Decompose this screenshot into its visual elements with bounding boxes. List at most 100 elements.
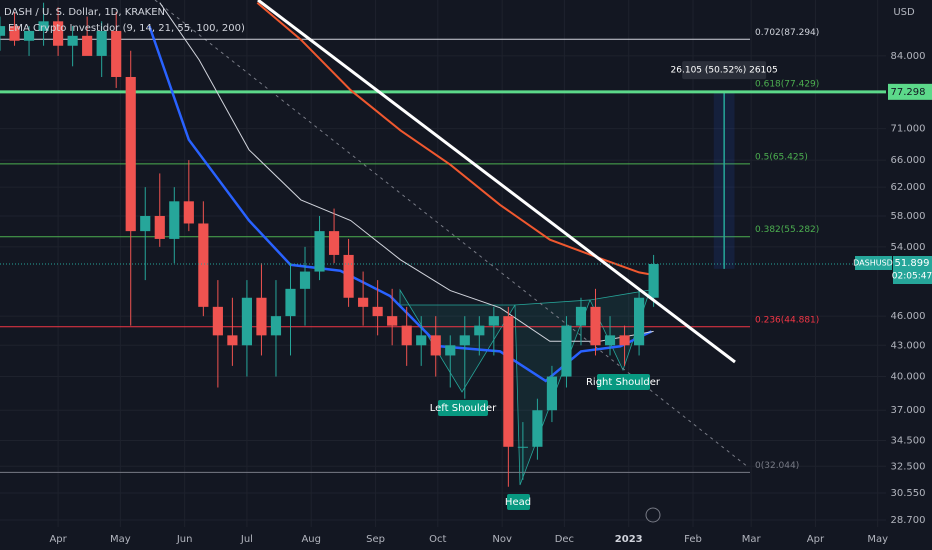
candle-body [270,316,282,336]
fib-label: 0.5(65.425) [755,152,808,162]
y-tick-label: 37.000 [891,405,926,416]
time-axis [0,527,886,550]
y-tick-label: 28.700 [891,515,926,526]
candle-body [227,335,238,346]
symbol-tag [855,255,892,270]
fib-label: 0.618(77.429) [755,80,819,90]
candle-body [9,26,20,41]
candle-body [96,30,107,56]
candle-body [212,306,223,336]
y-tick-label: 54.000 [891,242,926,253]
measure-label-bg [682,61,767,80]
ema-line [256,1,654,276]
candle-body [125,76,136,232]
candle-body [372,306,383,317]
last-price-label: 51.899 [895,258,930,269]
countdown: 02:05:47 [892,271,932,281]
x-tick-label: Jul [240,534,253,545]
candle-body [648,263,659,298]
candle-body [314,231,325,272]
annotation: Right Shoulder [586,377,661,388]
symbol-label: DASHUSD [853,258,893,267]
annotation-head: Head [505,494,531,510]
y-tick-label: 30.550 [891,488,926,499]
candle-body [561,325,572,377]
candle-body [38,21,49,31]
candle-body [575,306,587,326]
chart-title: DASH / U. S. Dollar, 1D, KRAKEN [4,7,165,18]
candle-body [619,335,630,346]
candle-body [67,35,78,46]
candle-body [299,271,311,289]
candle-body [517,446,528,448]
plot: 0.702(87.294) 0.618(77.429) 0.5(65.425) 0.3… [0,1,886,487]
price-line-label: 77.298 [891,87,926,98]
candle-body [633,297,645,346]
x-tick-label: Apr [49,534,67,545]
candle-body [169,201,180,239]
ema-line [148,25,653,383]
y-tick-label: 66.000 [891,155,926,166]
annotation: Head [505,497,531,508]
x-tick-label: Feb [684,534,702,545]
candle-body [53,21,64,46]
candle-body [358,297,369,307]
fib-label: 0.382(55.282) [755,225,819,235]
candle-body [474,325,485,336]
fib-label: 0.702(87.294) [755,28,819,38]
annotation-left-shoulder: Left Shoulder [430,400,497,416]
x-tick-label: May [867,534,888,545]
y-tick-label: 32.500 [891,461,926,472]
grid [0,0,886,527]
x-tick-label: Nov [492,534,512,545]
currency: USD [893,7,915,18]
candle-body [590,306,601,346]
y-tick-label: 58.000 [891,211,926,222]
x-tick-label: Apr [807,534,825,545]
price-line-tag [888,83,932,100]
x-tick-label: Sep [366,534,385,545]
candle-body [256,297,267,336]
bolt-icon[interactable] [645,507,661,523]
candle-body [430,335,441,356]
annotation: Left Shoulder [430,403,497,414]
y-tick-label: 34.500 [891,435,926,446]
candle-body [23,30,35,41]
x-tick-label: Jun [176,534,193,545]
x-tick-label: Mar [742,534,762,545]
indicator-legend: EMA Crypto Investidor (9, 14, 21, 55, 10… [8,23,245,34]
candle-body [488,316,499,326]
candle-body [0,26,6,36]
y-tick-label: 43.000 [891,340,926,351]
candle-body [459,335,470,346]
candle-body [154,215,165,239]
candle-body [401,325,412,346]
annotation-right-shoulder: Right Shoulder [586,374,661,390]
x-tick-label: Aug [301,534,321,545]
fib-label: 0.236(44.881) [755,315,819,325]
measure-label: 26.105 (50.52%) 26105 [671,66,778,76]
candle-body [503,316,514,447]
y-tick-label: 71.000 [891,124,926,135]
candle-body [285,288,296,317]
last-price-tag [893,255,932,284]
fib-label: 0(32.044) [755,461,799,471]
x-tick-label: May [110,534,131,545]
y-tick-label: 46.000 [891,311,926,322]
candle-body [546,376,558,411]
candle-body [198,223,209,307]
candle-body [387,316,398,326]
candle-body [82,35,93,56]
candle-body [343,254,354,298]
candle-body [532,410,543,447]
candle-body [416,335,427,346]
trendline [257,0,736,364]
x-tick-label: 2023 [615,534,643,545]
x-tick-label: Dec [555,534,574,545]
candle-body [183,201,194,224]
axes: 28.700 30.550 32.500 34.500 37.000 40.000 43.0… [49,51,932,545]
candle-body [328,231,340,255]
y-tick-label: 84.000 [891,51,926,62]
y-tick-label: 62.000 [891,182,926,193]
candle-body [445,345,456,356]
